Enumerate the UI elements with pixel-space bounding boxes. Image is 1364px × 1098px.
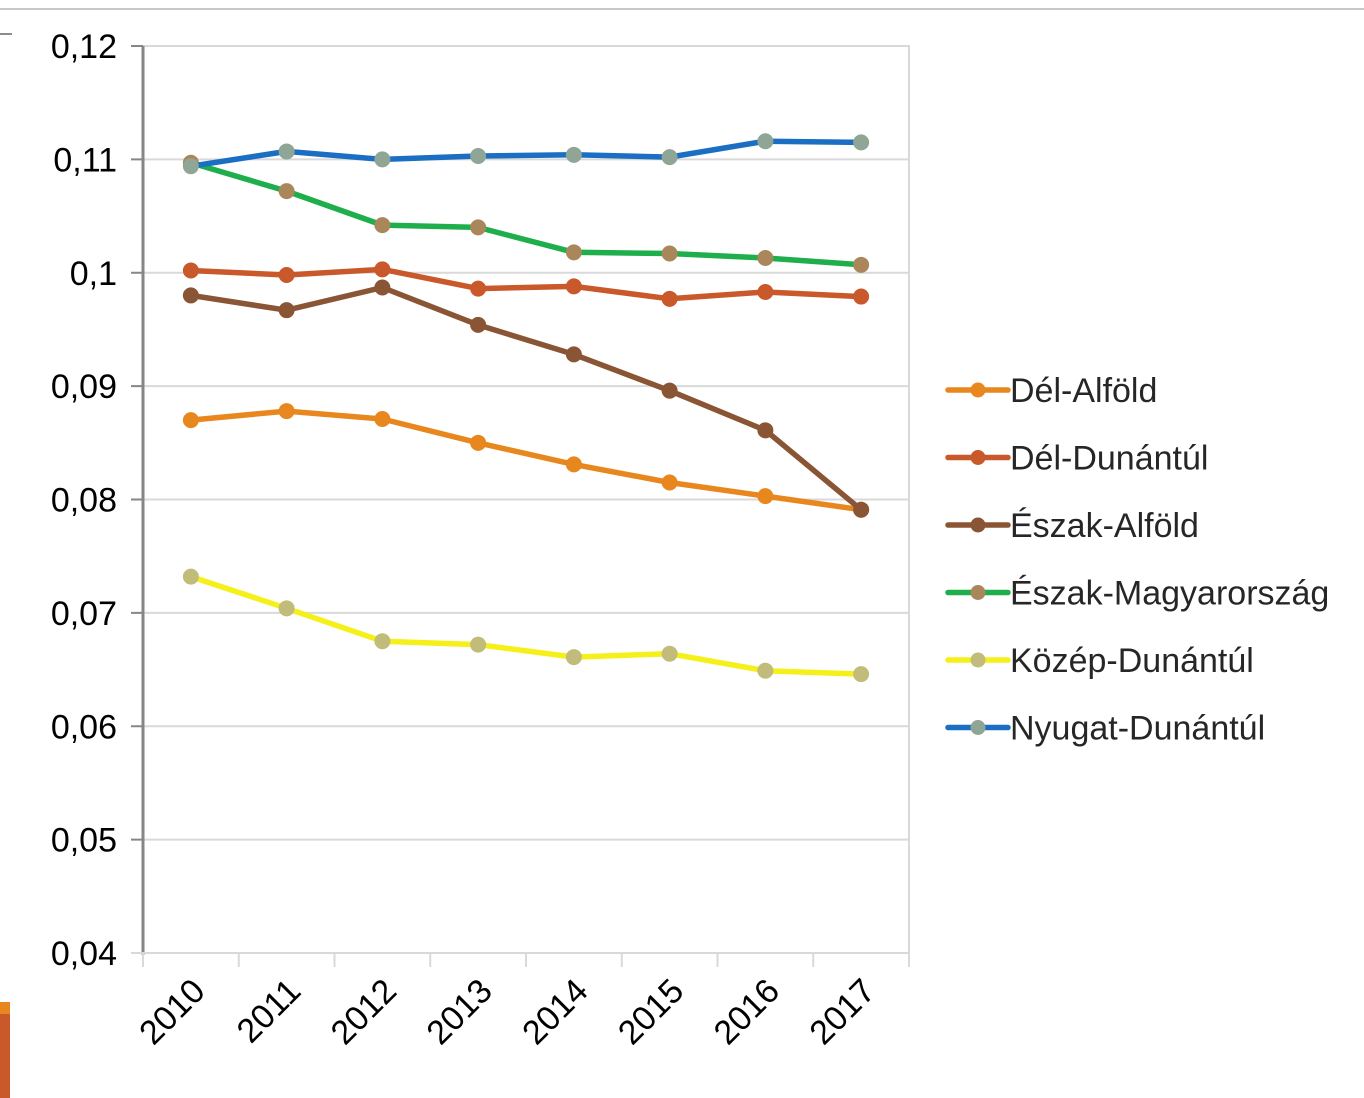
data-point — [565, 278, 582, 295]
data-point — [182, 287, 199, 304]
data-point — [182, 412, 199, 429]
series-line — [188, 408, 864, 513]
data-point — [853, 256, 870, 273]
y-tick-label: 0,07 — [51, 595, 117, 633]
data-point — [661, 645, 678, 662]
data-point — [853, 501, 870, 518]
data-point — [757, 133, 774, 150]
data-point — [278, 302, 295, 319]
data-point — [853, 134, 870, 151]
data-point — [853, 288, 870, 305]
data-point — [661, 290, 678, 307]
series-line — [188, 160, 864, 268]
y-tick-label: 0,04 — [51, 935, 117, 973]
legend-swatch-marker — [970, 720, 986, 735]
data-point — [374, 217, 391, 234]
y-tick-label: 0,11 — [53, 141, 117, 179]
series-lines — [182, 133, 870, 683]
data-point — [661, 382, 678, 399]
data-point — [470, 280, 487, 297]
x-tick-label: 2012 — [324, 972, 404, 1052]
data-point — [757, 422, 774, 439]
x-tick-label: 2010 — [132, 972, 212, 1052]
data-point — [182, 158, 199, 175]
data-point — [661, 474, 678, 491]
data-point — [757, 662, 774, 679]
data-point — [661, 149, 678, 166]
legend-label: Észak-Magyarország — [1010, 575, 1329, 613]
legend-label: Dél-Dunántúl — [1010, 440, 1208, 478]
slide-frame-orange-accent — [0, 1002, 10, 1098]
x-tick-label: 2014 — [515, 972, 595, 1052]
series-line — [188, 138, 864, 169]
legend-swatch-marker — [970, 382, 986, 398]
x-tick-label: 2015 — [611, 972, 691, 1052]
data-point — [470, 434, 487, 451]
y-tick-label: 0,08 — [51, 482, 117, 520]
data-point — [470, 316, 487, 333]
series-line — [188, 573, 864, 677]
legend-label: Nyugat-Dunántúl — [1010, 710, 1265, 748]
legend-swatch-marker — [970, 450, 986, 465]
data-point — [278, 267, 295, 284]
data-point — [182, 568, 199, 585]
data-point — [374, 151, 391, 168]
data-point — [853, 666, 870, 683]
data-point — [565, 244, 582, 261]
data-point — [470, 147, 487, 164]
data-point — [278, 183, 295, 200]
data-point — [757, 488, 774, 505]
legend-swatch-marker — [970, 652, 986, 668]
data-point — [565, 146, 582, 163]
data-point — [278, 143, 295, 160]
legend-swatch-marker — [970, 585, 986, 600]
data-point — [182, 262, 199, 279]
data-point — [374, 261, 391, 278]
gridlines — [143, 45, 909, 841]
legend-label: Dél-Alföld — [1010, 372, 1157, 410]
legend-label: Közép-Dunántúl — [1010, 642, 1254, 680]
y-tick-label: 0,05 — [51, 822, 117, 860]
series-line — [188, 266, 864, 302]
legend-label: Észak-Alföld — [1010, 507, 1199, 545]
legend: Dél-Alföld Dél-Dunántúl Észak-Alföld Észak-… — [945, 372, 1329, 748]
data-point — [757, 250, 774, 267]
series-line — [188, 284, 864, 513]
x-tick-label: 2013 — [419, 972, 499, 1052]
data-point — [470, 636, 487, 653]
data-point — [278, 403, 295, 420]
data-point — [565, 456, 582, 473]
data-point — [470, 219, 487, 236]
data-point — [374, 279, 391, 296]
x-tick-label: 2017 — [802, 972, 882, 1052]
x-tick-label: 2016 — [707, 972, 787, 1052]
legend-swatch-marker — [970, 517, 986, 533]
y-tick-label: 0,12 — [51, 28, 117, 66]
y-tick-label: 0,06 — [51, 708, 117, 746]
y-tick-label: 0,1 — [70, 255, 117, 293]
data-point — [374, 411, 391, 428]
data-point — [278, 600, 295, 617]
y-tick-label: 0,09 — [51, 368, 117, 406]
data-point — [661, 245, 678, 262]
data-point — [565, 346, 582, 363]
slide-frame-orange-accent-top — [0, 1002, 10, 1014]
data-point — [757, 284, 774, 301]
data-point — [565, 649, 582, 666]
data-point — [374, 633, 391, 650]
x-tick-label: 2011 — [230, 972, 309, 1051]
